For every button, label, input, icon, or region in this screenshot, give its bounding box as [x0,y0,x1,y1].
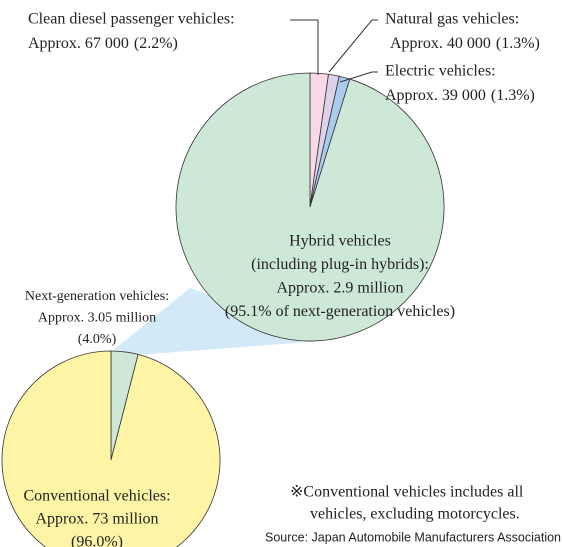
slice-value-label: (4.0%) [78,332,117,347]
slice-label: Clean diesel passenger vehicles: [28,11,235,28]
note: vehicles, excluding motorcycles. [310,506,520,523]
slice-count: Approx. 3.05 million [38,311,156,326]
slice-count-line: Approx. 67 000 (2.2%) [28,35,178,52]
connector [111,288,334,355]
source: Source: Japan Automobile Manufacturers A… [265,530,563,544]
slice-count-line: Approx. 40 000 (1.3%) [390,35,540,52]
slice-count: Approx. 67 000 [28,35,129,52]
leader-line [290,19,319,75]
slice-value-label: (2.2%) [134,35,178,52]
slice-count: Approx. 39 000 [385,87,486,104]
slice-count: Approx. 40 000 [390,35,491,52]
note: ※Conventional vehicles includes all [290,484,524,501]
slice-value-label: (95.1% of next-generation vehicles) [225,303,455,320]
slice-label: Hybrid vehicles [289,233,391,250]
slice-value-label: (1.3%) [491,87,535,104]
pie-slice [1,350,221,547]
slice-count-line: Approx. 39 000 (1.3%) [385,87,535,104]
leader-line [328,19,378,73]
slice-value-label: (96.0%) [71,534,123,547]
slice-label: (including plug-in hybrids): [251,256,429,273]
pies [1,72,445,547]
leader-line [339,71,378,83]
slice-count: Approx. 73 million [35,511,158,528]
slice-value-label: (1.3%) [496,35,540,52]
slice-label: Natural gas vehicles: [385,11,519,28]
slice-label: Next-generation vehicles: [25,289,169,304]
slice-label: Electric vehicles: [385,63,496,80]
slice-label: Conventional vehicles: [23,488,170,505]
slice-count: Approx. 2.9 million [276,280,403,297]
pie-slice [175,72,445,342]
